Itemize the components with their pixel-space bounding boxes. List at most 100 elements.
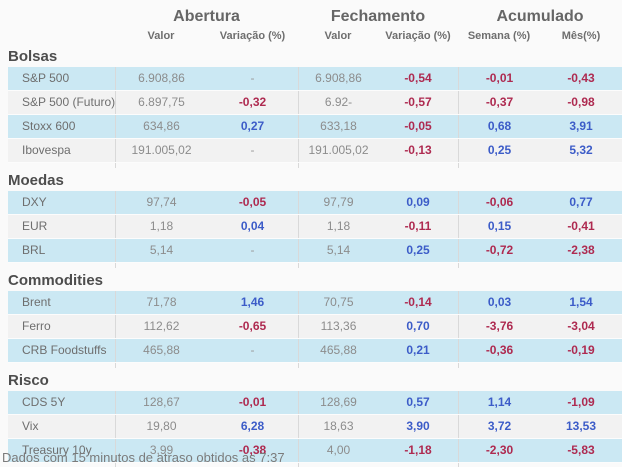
section-moedas: Moedas DXY 97,74 -0,05 97,79 0,09 -0,06 0,77 EUR… [0, 173, 622, 268]
group-header-abertura: Abertura [173, 8, 240, 25]
cell-fechamento-valor: 128,69 [298, 391, 378, 414]
cell-abertura-variacao: - [250, 71, 255, 85]
cell-acumulado-mes: -0,19 [567, 343, 595, 357]
cell-fechamento-valor: 1,18 [298, 215, 378, 238]
cell-abertura-valor: 6.897,75 [115, 91, 207, 114]
cell-fechamento-valor: 113,36 [298, 315, 378, 338]
cell-acumulado-semana: 0,68 [458, 115, 540, 138]
row-label: Stoxx 600 [22, 119, 76, 133]
cell-fechamento-valor: 191.005,02 [298, 139, 378, 162]
table-row: CRB Foodstuffs 465,88 - 465,88 0,21 -0,36 -0,1… [8, 339, 622, 363]
divider-stub [8, 363, 622, 368]
cell-acumulado-semana: -0,01 [458, 67, 540, 90]
table-row: Ibovespa 191.005,02 - 191.005,02 -0,13 0,25 5,… [8, 139, 622, 163]
cell-acumulado-semana: -0,37 [458, 91, 540, 114]
cell-abertura-variacao: 0,04 [240, 219, 265, 233]
cell-abertura-valor: 1,18 [115, 215, 207, 238]
row-label: Ferro [22, 319, 51, 333]
section-title: Moedas [8, 172, 64, 189]
cell-fechamento-variacao: 3,90 [406, 419, 430, 433]
footer-note: Dados com 15 minutos de atraso obtidos a… [2, 450, 285, 465]
cell-abertura-valor: 191.005,02 [115, 139, 207, 162]
column-header-row: Valor Variação (%) Valor Variação (%) Se… [8, 28, 622, 44]
cell-fechamento-valor: 6.92- [298, 91, 378, 114]
column-header-abertura-valor: Valor [147, 30, 175, 42]
row-label: CDS 5Y [22, 395, 66, 409]
cell-acumulado-mes: -0,43 [567, 71, 595, 85]
table-row: Brent 71,78 1,46 70,75 -0,14 0,03 1,54 [8, 291, 622, 315]
column-header-fechamento-valor: Valor [324, 30, 352, 42]
cell-abertura-variacao: - [250, 143, 255, 157]
table-row: S&P 500 (Futuro) 6.897,75 -0,32 6.92- -0,57 -… [8, 91, 622, 115]
column-header-fechamento-variacao: Variação (%) [385, 30, 451, 42]
cell-fechamento-valor: 633,18 [298, 115, 378, 138]
cell-abertura-variacao: -0,38 [238, 443, 267, 457]
cell-acumulado-mes: -0,41 [567, 219, 595, 233]
cell-acumulado-mes: -0,98 [567, 95, 595, 109]
table-row: BRL 5,14 - 5,14 0,25 -0,72 -2,38 [8, 239, 622, 263]
cell-fechamento-valor: 18,63 [298, 415, 378, 438]
cell-fechamento-valor: 97,79 [298, 191, 378, 214]
table-row: EUR 1,18 0,04 1,18 -0,11 0,15 -0,41 [8, 215, 622, 239]
cell-acumulado-mes: -3,04 [567, 319, 595, 333]
cell-fechamento-variacao: 0,25 [406, 243, 430, 257]
cell-abertura-valor: 5,14 [115, 239, 207, 262]
table-row: Vix 19,80 6,28 18,63 3,90 3,72 13,53 [8, 415, 622, 439]
cell-abertura-variacao: - [250, 243, 255, 257]
cell-acumulado-semana: -0,36 [458, 339, 540, 362]
cell-fechamento-valor: 70,75 [298, 291, 378, 314]
cell-fechamento-variacao: 0,57 [406, 395, 430, 409]
section-bolsas: Bolsas S&P 500 6.908,86 - 6.908,86 -0,54 -0,01… [0, 49, 622, 168]
cell-acumulado-semana: 0,15 [458, 215, 540, 238]
cell-abertura-valor: 6.908,86 [115, 67, 207, 90]
table-row: Ferro 112,62 -0,65 113,36 0,70 -3,76 -3,04 [8, 315, 622, 339]
cell-abertura-valor: 128,67 [115, 391, 207, 414]
cell-abertura-variacao: -0,01 [238, 395, 267, 409]
row-label: EUR [22, 219, 48, 233]
table-sections: Bolsas S&P 500 6.908,86 - 6.908,86 -0,54 -0,01… [0, 49, 622, 467]
cell-acumulado-semana: -2,30 [458, 439, 540, 462]
section-title: Bolsas [8, 48, 58, 65]
cell-acumulado-semana: -0,06 [458, 191, 540, 214]
row-label: Vix [22, 419, 39, 433]
divider-stub [8, 463, 622, 467]
cell-fechamento-valor: 4,00 [298, 439, 378, 462]
cell-abertura-variacao: 0,27 [240, 119, 265, 133]
cell-abertura-valor: 112,62 [115, 315, 207, 338]
cell-acumulado-mes: -2,38 [567, 243, 595, 257]
cell-acumulado-mes: 1,54 [569, 295, 593, 309]
table-row: Stoxx 600 634,86 0,27 633,18 -0,05 0,68 3,91 [8, 115, 622, 139]
cell-abertura-variacao: 6,28 [240, 419, 265, 433]
cell-abertura-variacao: -0,65 [238, 319, 267, 333]
cell-abertura-valor: 19,80 [115, 415, 207, 438]
column-group-header-row: Abertura Fechamento Acumulado [8, 6, 622, 28]
column-header-acumulado-mes: Mês(%) [561, 30, 601, 42]
row-label: Ibovespa [22, 143, 71, 157]
cell-abertura-valor: 71,78 [115, 291, 207, 314]
section-title: Commodities [8, 272, 104, 289]
cell-abertura-variacao: - [250, 343, 255, 357]
cell-abertura-valor: 634,86 [115, 115, 207, 138]
cell-abertura-variacao: 1,46 [240, 295, 265, 309]
section-risco: Risco CDS 5Y 128,67 -0,01 128,69 0,57 1,14 -1,0… [0, 373, 622, 467]
cell-fechamento-variacao: 0,21 [406, 343, 430, 357]
table-row: CDS 5Y 128,67 -0,01 128,69 0,57 1,14 -1,09 [8, 391, 622, 415]
cell-fechamento-variacao: -0,05 [404, 119, 432, 133]
cell-abertura-valor: 465,88 [115, 339, 207, 362]
table-row: DXY 97,74 -0,05 97,79 0,09 -0,06 0,77 [8, 191, 622, 215]
cell-fechamento-variacao: -0,13 [404, 143, 432, 157]
row-label: S&P 500 [22, 71, 70, 85]
cell-fechamento-variacao: -0,54 [404, 71, 432, 85]
row-label: BRL [22, 243, 46, 257]
table-row: S&P 500 6.908,86 - 6.908,86 -0,54 -0,01 -0,43 [8, 67, 622, 91]
row-label: DXY [22, 195, 47, 209]
group-header-fechamento: Fechamento [330, 8, 426, 25]
section-commodities: Commodities Brent 71,78 1,46 70,75 -0,14 0,03 1… [0, 273, 622, 368]
cell-fechamento-variacao: -0,57 [404, 95, 432, 109]
row-label: Brent [22, 295, 51, 309]
table-row: Treasury 10y 3,99 -0,38 4,00 -1,18 -2,30 -5,83 [8, 439, 622, 463]
cell-acumulado-semana: 0,03 [458, 291, 540, 314]
cell-fechamento-valor: 6.908,86 [298, 67, 378, 90]
cell-abertura-variacao: -0,32 [238, 95, 267, 109]
